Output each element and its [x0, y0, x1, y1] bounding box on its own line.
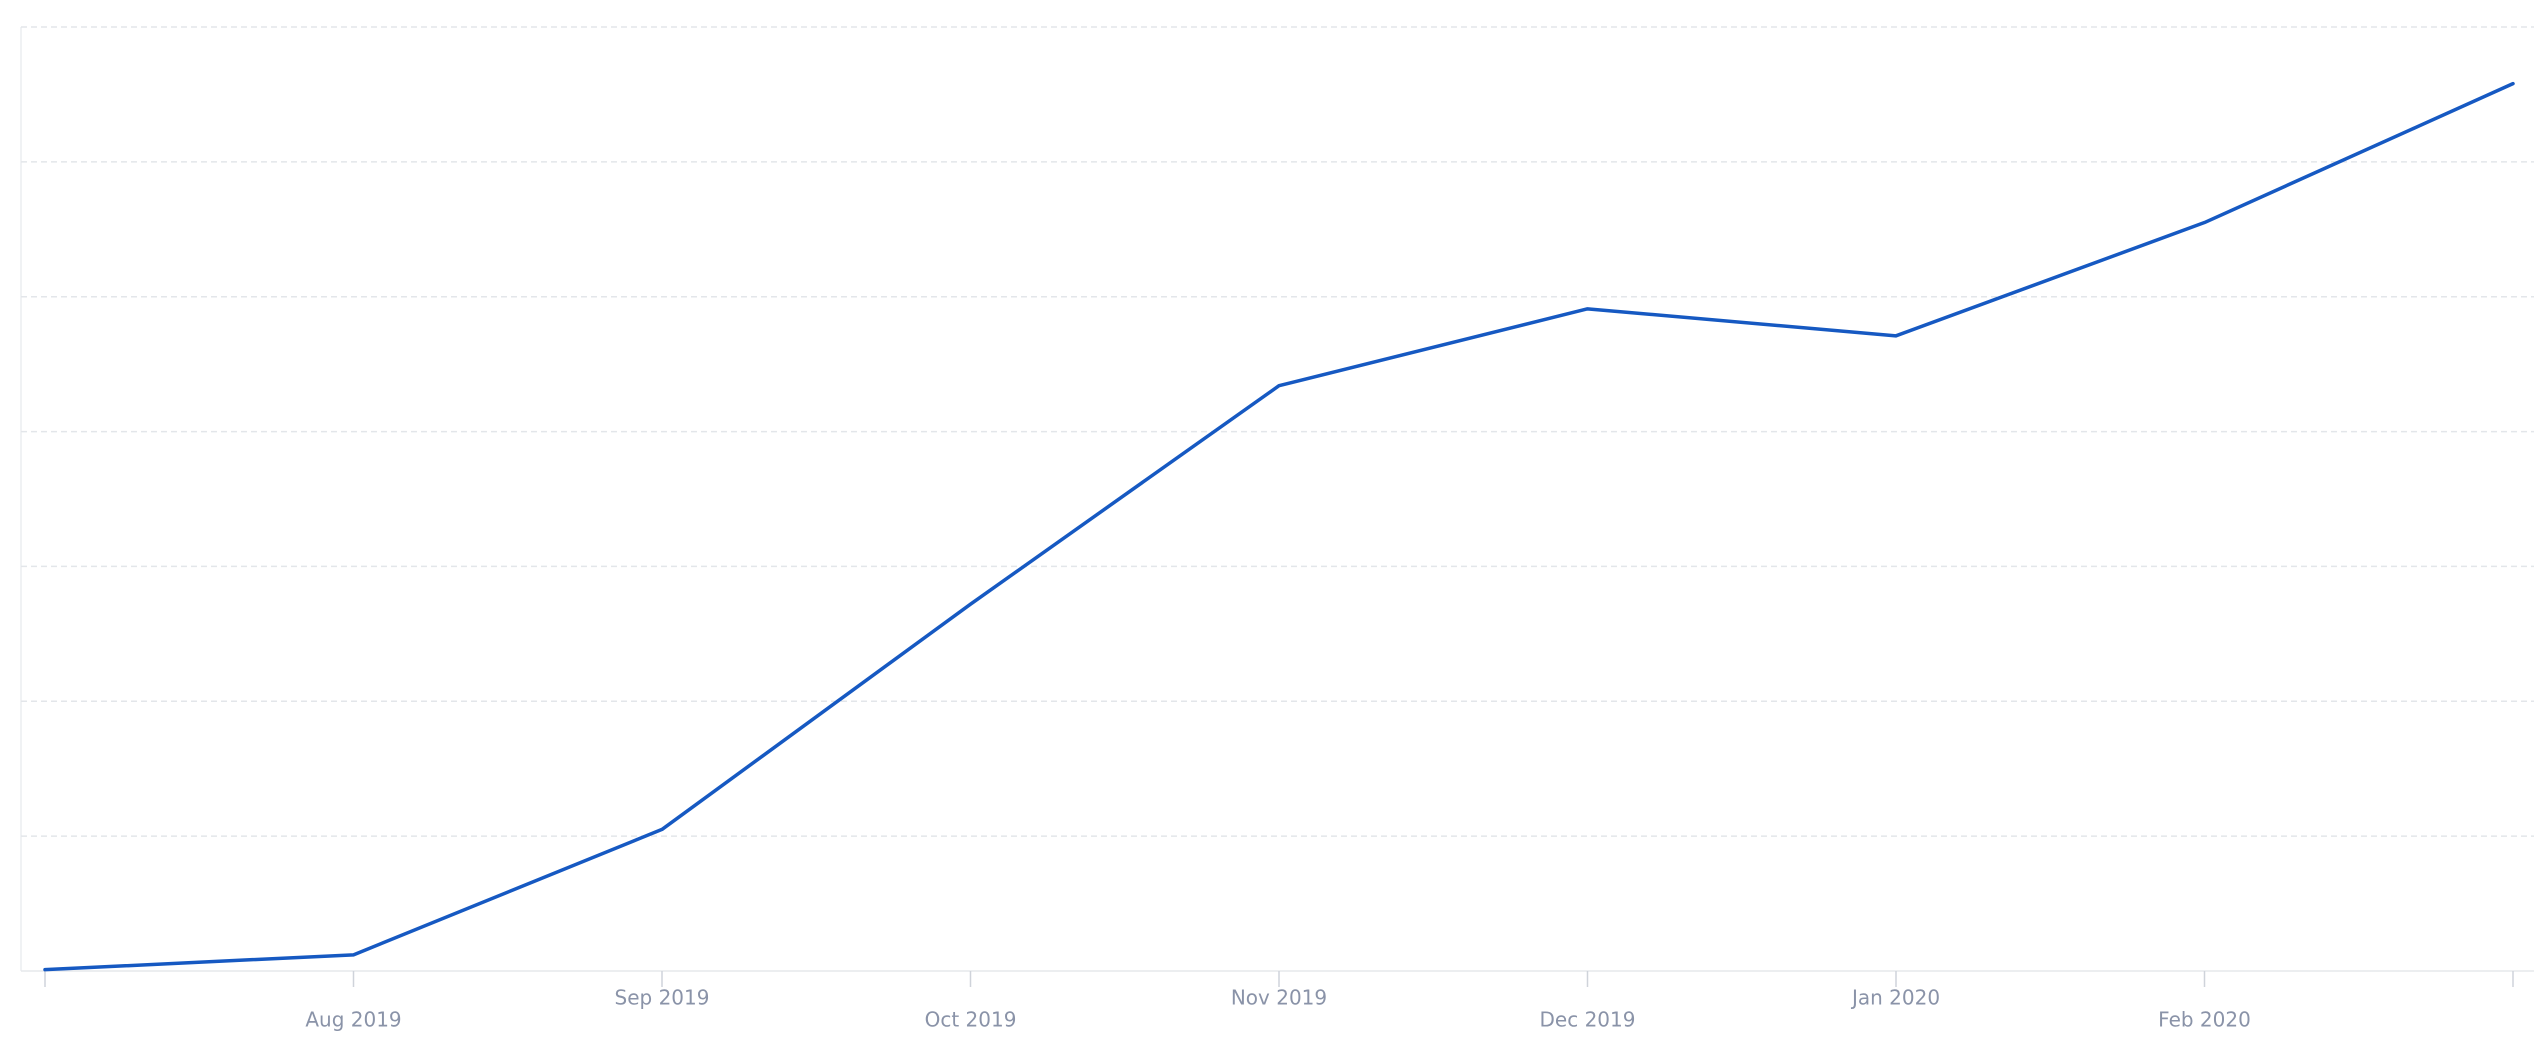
- x-tick-label: Oct 2019: [925, 1008, 1017, 1032]
- x-tick-label: Sep 2019: [615, 986, 710, 1010]
- line: [43, 81, 2515, 972]
- x-tick-label: Nov 2019: [1231, 986, 1327, 1010]
- x-tick-label: Jan 2020: [1850, 986, 1940, 1010]
- x-tick-label: Dec 2019: [1540, 1008, 1636, 1032]
- x-tick-label: Aug 2019: [305, 1008, 401, 1032]
- x-tick-label: Feb 2020: [2158, 1008, 2251, 1032]
